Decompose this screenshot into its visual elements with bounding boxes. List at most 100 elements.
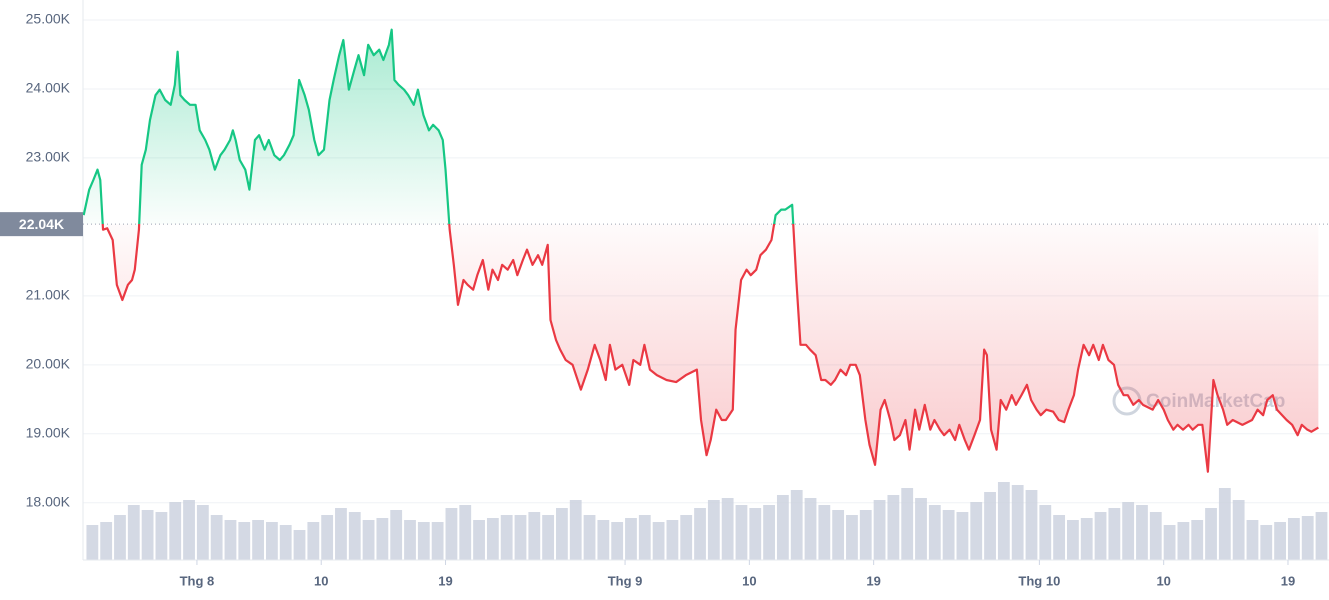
price-line — [82, 28, 1319, 473]
volume-bar — [169, 502, 182, 560]
x-tick-label: 10 — [1156, 573, 1170, 588]
volume-bar — [1315, 512, 1328, 560]
volume-bar — [749, 508, 762, 560]
volume-bar — [335, 508, 347, 560]
y-tick-label: 18.00K — [26, 493, 71, 509]
volume-bar — [1025, 490, 1038, 560]
volume-bar — [1053, 515, 1066, 560]
volume-bar — [127, 505, 140, 560]
volume-bar — [321, 515, 334, 560]
volume-bar — [542, 515, 555, 560]
volume-bar — [86, 525, 99, 560]
volume-bar — [100, 522, 113, 560]
volume-bar — [114, 515, 126, 560]
volume-bar — [1108, 508, 1121, 560]
price-area — [83, 29, 1319, 472]
volume-bar — [1218, 488, 1231, 560]
volume-bar — [652, 522, 665, 560]
x-tick-label: 10 — [742, 573, 756, 588]
volume-bar — [417, 522, 430, 560]
x-tick-label: 10 — [314, 573, 328, 588]
volume-bar — [473, 520, 485, 560]
baseline-label: 22.04K — [19, 216, 64, 232]
volume-bar — [832, 510, 845, 560]
y-tick-label: 19.00K — [26, 424, 71, 440]
y-tick-label: 20.00K — [26, 356, 71, 372]
volume-bar — [984, 492, 996, 560]
y-tick-label: 25.00K — [26, 11, 71, 27]
volume-bar — [790, 490, 803, 560]
volume-bar — [196, 505, 209, 560]
volume-bar — [569, 500, 582, 560]
volume-bar — [1301, 516, 1314, 560]
y-tick-label: 23.00K — [26, 149, 71, 165]
volume-bar — [183, 500, 195, 560]
volume-bar — [1163, 525, 1176, 560]
volume-bar — [583, 515, 596, 560]
x-tick-label: Thg 9 — [608, 573, 643, 588]
volume-bar — [611, 522, 624, 560]
volume-bar — [1177, 522, 1190, 560]
volume-bar — [238, 522, 251, 560]
x-tick-label: 19 — [438, 573, 452, 588]
volume-bar — [1136, 505, 1148, 560]
volume-bar — [459, 505, 472, 560]
volume-bar — [404, 520, 416, 560]
volume-bar — [956, 512, 969, 560]
volume-bar — [763, 505, 775, 560]
volume-bar — [155, 512, 168, 560]
volume-bar — [1260, 525, 1273, 560]
volume-bar — [707, 500, 720, 560]
volume-bar — [1246, 520, 1259, 560]
volume-bar — [252, 520, 264, 560]
volume-bar — [1094, 512, 1107, 560]
volume-bar — [500, 515, 513, 560]
volume-bar — [901, 488, 914, 560]
volume-bar — [1149, 512, 1162, 560]
volume-bar — [638, 515, 651, 560]
volume-bar — [348, 512, 361, 560]
volume-bar — [680, 515, 693, 560]
volume-bar — [431, 522, 444, 560]
volume-bar — [1232, 500, 1245, 560]
volume-bar — [445, 508, 458, 560]
volume-bar — [597, 520, 610, 560]
volume-bar — [915, 498, 927, 560]
volume-bar — [307, 522, 320, 560]
volume-bar — [1122, 502, 1135, 560]
volume-bar — [1067, 520, 1079, 560]
x-tick-label: 19 — [866, 573, 880, 588]
volume-bar — [859, 510, 872, 560]
volume-bar — [625, 518, 637, 560]
volume-bar — [970, 502, 983, 560]
x-tick-label: Thg 10 — [1018, 573, 1060, 588]
baseline-tag — [0, 212, 83, 237]
volume-bar — [873, 500, 886, 560]
x-tick-label: 19 — [1281, 573, 1295, 588]
volume-bar — [1191, 520, 1204, 560]
volume-bar — [942, 510, 955, 560]
volume-bar — [804, 498, 817, 560]
volume-bar — [1287, 518, 1300, 560]
volume-bar — [997, 482, 1010, 560]
y-tick-label: 24.00K — [26, 80, 71, 96]
volume-bar — [514, 515, 527, 560]
volume-bar — [210, 515, 223, 560]
volume-bar — [1080, 518, 1093, 560]
volume-bar — [735, 505, 748, 560]
volume-bar — [776, 495, 789, 560]
volume-bar — [556, 508, 568, 560]
volume-bar — [265, 522, 278, 560]
volume-bar — [293, 530, 306, 560]
volume-bar — [486, 518, 499, 560]
x-tick-label: Thg 8 — [180, 573, 215, 588]
volume-bar — [362, 520, 375, 560]
volume-bar — [376, 518, 389, 560]
volume-bar — [721, 498, 734, 560]
volume-bar — [666, 520, 679, 560]
volume-bar — [818, 505, 831, 560]
volume-bar — [1274, 522, 1286, 560]
volume-bar — [279, 525, 292, 560]
